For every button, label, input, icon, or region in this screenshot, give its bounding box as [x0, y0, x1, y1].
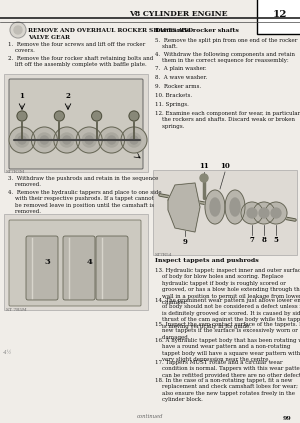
FancyBboxPatch shape — [96, 236, 128, 300]
Text: 11. Springs.: 11. Springs. — [155, 102, 189, 107]
Text: ST7R54: ST7R54 — [155, 253, 172, 257]
Circle shape — [76, 127, 102, 153]
Text: 2.  Remove the four rocker shaft retaining bolts and
    lift off the assembly c: 2. Remove the four rocker shaft retainin… — [8, 56, 153, 67]
Text: ST7R3M: ST7R3M — [6, 170, 25, 174]
Text: 7: 7 — [250, 236, 254, 244]
Text: 10. Brackets.: 10. Brackets. — [155, 93, 192, 98]
Bar — [153, 170, 297, 255]
Circle shape — [265, 202, 287, 224]
Circle shape — [32, 127, 57, 153]
Text: 12: 12 — [273, 9, 287, 19]
Circle shape — [247, 208, 257, 218]
Text: 3.  Withdraw the pushrods and retain in the sequence
    removed.: 3. Withdraw the pushrods and retain in t… — [8, 176, 158, 187]
Text: ST 7R5M: ST 7R5M — [6, 308, 27, 312]
Text: 1: 1 — [20, 92, 24, 100]
Text: 3: 3 — [44, 258, 50, 266]
Text: 16. A hydraulic tappet body that has been rotating will
    have a round wear pa: 16. A hydraulic tappet body that has bee… — [155, 338, 300, 362]
FancyBboxPatch shape — [9, 220, 141, 306]
Text: 2: 2 — [66, 92, 70, 100]
Circle shape — [259, 208, 269, 218]
Circle shape — [85, 136, 93, 144]
Text: 17. Tappers MUST rotate and a circular wear
    condition is normal. Tappers wit: 17. Tappers MUST rotate and a circular w… — [155, 360, 300, 378]
Ellipse shape — [230, 198, 240, 216]
Circle shape — [40, 136, 48, 144]
FancyBboxPatch shape — [63, 236, 95, 300]
Circle shape — [54, 127, 80, 153]
Circle shape — [18, 136, 26, 144]
Text: 10: 10 — [220, 162, 230, 170]
Circle shape — [60, 133, 74, 147]
FancyBboxPatch shape — [26, 236, 58, 300]
Circle shape — [38, 133, 51, 147]
Polygon shape — [168, 183, 200, 232]
Text: 4: 4 — [87, 258, 93, 266]
Circle shape — [92, 111, 102, 121]
Circle shape — [15, 133, 29, 147]
Ellipse shape — [210, 198, 220, 216]
Circle shape — [105, 133, 118, 147]
Bar — [4, 74, 148, 172]
Text: 15. Inspect the cam contact surface of the tappets. Fit
    new tappets if the s: 15. Inspect the cam contact surface of t… — [155, 322, 300, 340]
Text: 4.  Remove the hydraulic tappers and place to one side
    with their respective: 4. Remove the hydraulic tappers and plac… — [8, 190, 162, 214]
Circle shape — [130, 136, 138, 144]
Text: 99: 99 — [283, 416, 291, 421]
Text: 11: 11 — [199, 162, 209, 170]
Text: 18. In the case of a non-rotating tappet, fit a new
    replacement and check ca: 18. In the case of a non-rotating tappet… — [155, 378, 298, 402]
Text: 9.  Rocker arms.: 9. Rocker arms. — [155, 84, 201, 89]
Circle shape — [241, 202, 263, 224]
Text: continued: continued — [137, 414, 163, 419]
Text: REMOVE AND OVERHAUL ROCKER SHAFTS AND
VALVE GEAR: REMOVE AND OVERHAUL ROCKER SHAFTS AND VA… — [28, 28, 193, 40]
Text: 1.  Remove the four screws and lift off the rocker
    covers.: 1. Remove the four screws and lift off t… — [8, 42, 145, 53]
Text: 8.  A wave washer.: 8. A wave washer. — [155, 75, 207, 80]
Bar — [4, 214, 148, 310]
Text: 12. Examine each component for wear, in particular
    the rockers and shafts. D: 12. Examine each component for wear, in … — [155, 111, 300, 129]
Ellipse shape — [205, 190, 225, 224]
Text: V8 CYLINDER ENGINE: V8 CYLINDER ENGINE — [130, 10, 228, 18]
Text: Inspect tappets and pushrods: Inspect tappets and pushrods — [155, 258, 259, 263]
Circle shape — [253, 202, 275, 224]
Circle shape — [127, 133, 141, 147]
Text: 5: 5 — [274, 236, 278, 244]
Circle shape — [82, 133, 96, 147]
Circle shape — [200, 174, 208, 182]
Circle shape — [63, 136, 71, 144]
Circle shape — [14, 26, 22, 34]
Text: 9: 9 — [183, 238, 188, 246]
Text: 8: 8 — [262, 236, 266, 244]
Text: 7.  A plain washer.: 7. A plain washer. — [155, 66, 207, 71]
Circle shape — [129, 111, 139, 121]
Text: 14. The prominent wear pattern just above lower end
    of body should not be co: 14. The prominent wear pattern just abov… — [155, 298, 300, 329]
Circle shape — [271, 208, 281, 218]
Text: 5.  Remove the split pin from one end of the rocker
    shaft.: 5. Remove the split pin from one end of … — [155, 38, 297, 49]
Circle shape — [54, 111, 64, 121]
Circle shape — [17, 111, 27, 121]
Text: 4.  Withdraw the following components and retain
    them in the correct sequenc: 4. Withdraw the following components and… — [155, 52, 295, 63]
Circle shape — [121, 127, 147, 153]
Text: -4½: -4½ — [3, 350, 13, 355]
Ellipse shape — [225, 190, 245, 224]
Circle shape — [9, 127, 35, 153]
Circle shape — [108, 136, 116, 144]
Text: Dismantle rocker shafts: Dismantle rocker shafts — [155, 28, 239, 33]
FancyBboxPatch shape — [9, 79, 143, 169]
Circle shape — [99, 127, 124, 153]
Circle shape — [10, 22, 26, 38]
Text: 13. Hydraulic tappet; inspect inner and outer surfaces
    of body for blow hole: 13. Hydraulic tappet; inspect inner and … — [155, 268, 300, 305]
